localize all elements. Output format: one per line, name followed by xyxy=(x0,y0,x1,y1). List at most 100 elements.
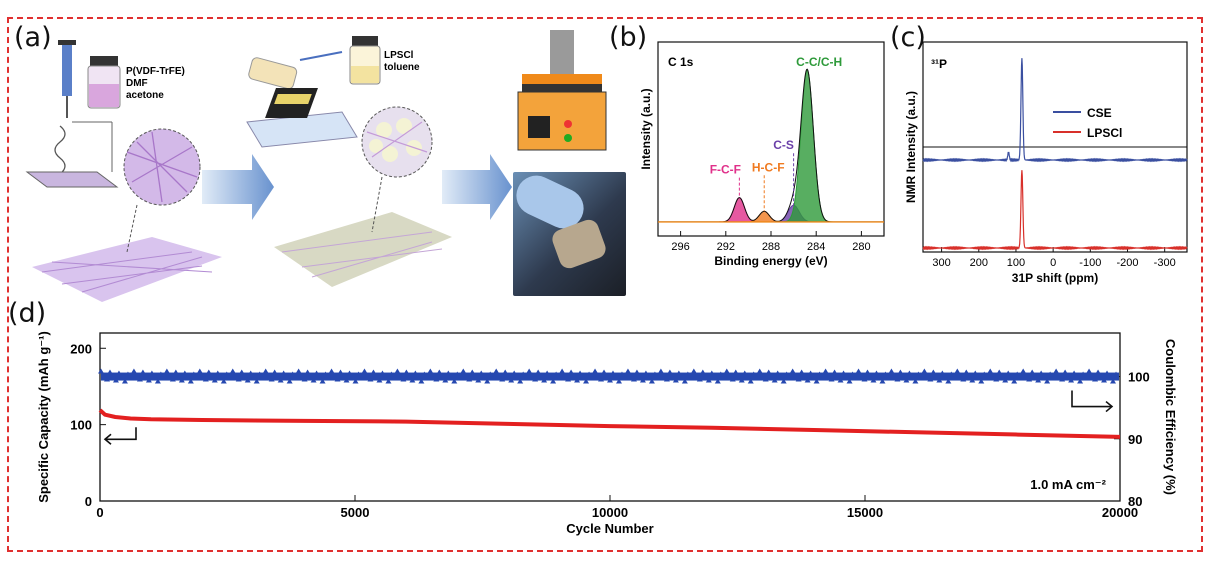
ce-marker xyxy=(816,371,823,377)
ce-marker xyxy=(630,376,637,382)
ce-marker xyxy=(1077,378,1084,384)
ce-marker xyxy=(103,376,110,382)
ce-marker xyxy=(834,373,841,379)
ce-marker xyxy=(903,377,910,383)
ce-marker xyxy=(609,370,616,376)
ce-marker xyxy=(1068,377,1075,383)
x-tick-label: 300 xyxy=(932,257,950,269)
reagent-label: toluene xyxy=(384,62,420,73)
ce-marker xyxy=(879,378,886,384)
ce-marker xyxy=(247,370,254,376)
ce-marker xyxy=(574,377,581,383)
ce-marker xyxy=(439,373,446,379)
ce-marker xyxy=(1044,378,1051,384)
x-tick-label: 0 xyxy=(96,505,103,520)
ce-marker xyxy=(340,373,347,379)
ce-marker xyxy=(421,371,428,377)
ce-marker xyxy=(322,371,329,377)
y-tick-label-right: 100 xyxy=(1128,370,1150,385)
ce-marker xyxy=(577,370,584,376)
ce-marker xyxy=(535,369,542,375)
ce-marker xyxy=(975,374,982,380)
ce-marker xyxy=(604,373,611,379)
peak-label: F-C-F xyxy=(710,163,741,177)
syringe-icon xyxy=(58,40,76,118)
ce-marker xyxy=(130,368,137,374)
ce-marker xyxy=(229,368,236,374)
ce-marker xyxy=(621,375,628,381)
ce-marker xyxy=(208,373,215,379)
reagent-label: acetone xyxy=(126,90,164,101)
legend-label: LPSCl xyxy=(1087,126,1122,140)
ce-marker xyxy=(1110,378,1117,384)
ce-marker xyxy=(1026,376,1033,382)
process-arrow xyxy=(202,154,274,220)
ce-marker xyxy=(454,371,461,377)
ce-marker xyxy=(118,374,125,380)
ce-marker xyxy=(430,372,437,378)
ce-marker xyxy=(586,371,593,377)
ce-marker xyxy=(376,377,383,383)
ce-marker xyxy=(753,375,760,381)
ce-marker xyxy=(598,376,605,382)
ce-marker xyxy=(106,369,113,375)
ce-marker xyxy=(268,376,275,382)
ce-marker xyxy=(313,370,320,376)
ce-marker xyxy=(870,377,877,383)
panel-label-d: (d) xyxy=(8,298,47,329)
ce-marker xyxy=(1059,376,1066,382)
ce-marker xyxy=(636,373,643,379)
ce-marker xyxy=(355,371,362,377)
x-tick-label: 0 xyxy=(1050,257,1056,269)
ce-marker xyxy=(978,378,985,384)
ce-marker xyxy=(666,369,673,375)
ce-marker xyxy=(331,372,338,378)
xps-chart: 296 292 288 284 280 Binding energy (eV) Intens… xyxy=(639,41,885,268)
ce-marker xyxy=(370,369,377,375)
ce-marker xyxy=(148,370,155,376)
ce-marker xyxy=(346,370,353,376)
ce-marker xyxy=(424,375,431,381)
right-axis-arrow-head xyxy=(1105,400,1114,413)
ce-marker xyxy=(382,374,389,380)
fiber-mat xyxy=(32,128,222,302)
ce-marker xyxy=(915,371,922,377)
ce-marker xyxy=(475,377,482,383)
ce-marker xyxy=(696,376,703,382)
ce-marker xyxy=(460,368,467,374)
ce-marker xyxy=(642,370,649,376)
ce-marker xyxy=(948,371,955,377)
ce-marker xyxy=(939,370,946,376)
ce-marker xyxy=(220,378,227,384)
ce-marker xyxy=(807,370,814,376)
ce-marker xyxy=(298,372,305,378)
ce-marker xyxy=(1113,371,1120,377)
ce-marker xyxy=(328,368,335,374)
ce-marker xyxy=(169,376,176,382)
ce-marker xyxy=(624,368,631,374)
ce-marker xyxy=(855,368,862,374)
ce-marker xyxy=(406,373,413,379)
ce-marker xyxy=(190,371,197,377)
ce-marker xyxy=(133,372,140,378)
ce-marker xyxy=(822,368,829,374)
ce-marker xyxy=(999,373,1006,379)
ce-marker xyxy=(735,373,742,379)
x-tick-label: 200 xyxy=(970,257,988,269)
ce-marker xyxy=(720,375,727,381)
vial-icon xyxy=(87,56,121,109)
ce-marker xyxy=(361,368,368,374)
peak-label: C-C/C-H xyxy=(796,55,842,69)
x-axis-label: Cycle Number xyxy=(566,521,653,536)
ce-marker xyxy=(601,369,608,375)
ce-marker xyxy=(789,368,796,374)
ce-marker xyxy=(846,378,853,384)
ce-marker xyxy=(774,370,781,376)
ce-marker xyxy=(205,369,212,375)
ce-marker xyxy=(969,377,976,383)
ce-marker xyxy=(990,372,997,378)
ce-marker xyxy=(244,377,251,383)
ce-marker xyxy=(127,375,134,381)
ce-marker xyxy=(568,369,575,375)
ce-marker xyxy=(909,374,916,380)
